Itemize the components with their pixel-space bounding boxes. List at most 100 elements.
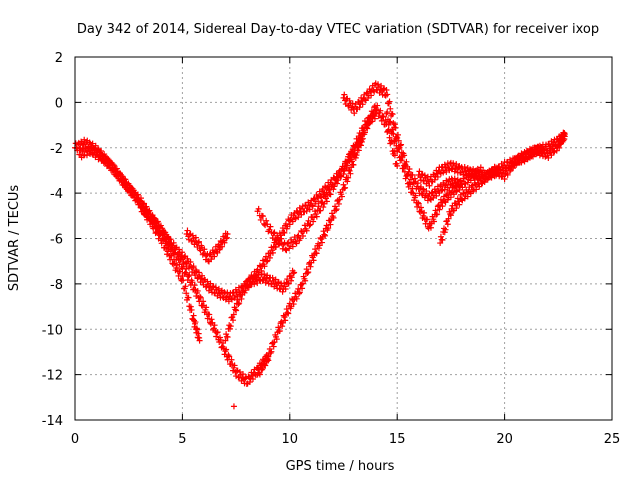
data-point-marker bbox=[307, 263, 314, 270]
data-point-marker bbox=[412, 192, 419, 199]
data-point-marker bbox=[470, 166, 477, 173]
data-point-marker bbox=[164, 233, 171, 240]
data-point-marker bbox=[266, 226, 273, 233]
data-point-marker bbox=[356, 104, 363, 111]
data-point-marker bbox=[347, 170, 354, 177]
data-point-marker bbox=[286, 221, 293, 228]
data-point-marker bbox=[211, 322, 218, 329]
data-point-marker bbox=[130, 187, 137, 194]
data-point-marker bbox=[92, 142, 99, 149]
data-point-marker bbox=[414, 203, 421, 210]
data-point-marker bbox=[224, 289, 231, 296]
data-point-marker bbox=[230, 317, 237, 324]
data-point-marker bbox=[246, 378, 253, 385]
data-point-marker bbox=[256, 371, 263, 378]
data-point-marker bbox=[317, 207, 324, 214]
data-point-marker bbox=[431, 176, 438, 183]
data-point-marker bbox=[165, 246, 172, 253]
data-point-marker bbox=[496, 169, 503, 176]
data-point-marker bbox=[125, 180, 132, 187]
data-point-marker bbox=[275, 234, 282, 241]
data-point-marker bbox=[291, 269, 298, 276]
data-point-marker bbox=[201, 246, 208, 253]
data-point-marker bbox=[398, 153, 405, 160]
data-point-marker bbox=[302, 277, 309, 284]
data-point-marker bbox=[516, 159, 523, 166]
y-tick-label: -2 bbox=[50, 142, 63, 157]
data-point-marker bbox=[312, 246, 319, 253]
data-point-marker bbox=[371, 115, 378, 122]
data-point-marker bbox=[296, 289, 303, 296]
data-point-marker bbox=[415, 200, 422, 207]
data-point-marker bbox=[296, 290, 303, 297]
data-point-marker bbox=[409, 171, 416, 178]
data-point-marker bbox=[217, 336, 224, 343]
data-point-marker bbox=[203, 304, 210, 311]
data-point-marker bbox=[322, 232, 329, 239]
data-point-marker bbox=[174, 262, 181, 269]
data-point-marker bbox=[270, 230, 277, 237]
data-point-marker bbox=[439, 203, 446, 210]
data-point-marker bbox=[176, 246, 183, 253]
data-point-marker bbox=[231, 362, 238, 369]
data-point-marker bbox=[453, 205, 460, 212]
data-point-marker bbox=[243, 282, 250, 289]
data-point-marker bbox=[431, 218, 438, 225]
data-point-marker bbox=[105, 156, 112, 163]
data-point-marker bbox=[389, 111, 396, 118]
data-point-marker bbox=[89, 150, 96, 157]
data-point-marker bbox=[285, 239, 292, 246]
data-point-marker bbox=[416, 168, 423, 175]
data-point-marker bbox=[523, 147, 530, 154]
data-point-marker bbox=[504, 171, 511, 178]
data-point-marker bbox=[310, 218, 317, 225]
data-point-marker bbox=[423, 188, 430, 195]
data-point-marker bbox=[427, 195, 434, 202]
data-point-marker bbox=[213, 333, 220, 340]
data-point-marker bbox=[341, 91, 348, 98]
data-point-marker bbox=[447, 210, 454, 217]
data-point-marker bbox=[309, 202, 316, 209]
data-point-marker bbox=[409, 185, 416, 192]
data-point-marker bbox=[268, 348, 275, 355]
data-point-marker bbox=[350, 150, 357, 157]
data-point-marker bbox=[306, 222, 313, 229]
data-point-marker bbox=[445, 215, 452, 222]
data-point-marker bbox=[374, 102, 381, 109]
data-point-marker bbox=[470, 187, 477, 194]
data-point-marker bbox=[361, 96, 368, 103]
data-point-marker bbox=[170, 256, 177, 263]
y-tick-label: -6 bbox=[50, 233, 63, 248]
data-point-marker bbox=[281, 229, 288, 236]
data-point-marker bbox=[391, 138, 398, 145]
data-point-marker bbox=[383, 86, 390, 93]
data-point-marker bbox=[401, 168, 408, 175]
x-axis-label: GPS time / hours bbox=[286, 459, 395, 474]
data-point-marker bbox=[285, 310, 292, 317]
data-point-marker bbox=[241, 289, 248, 296]
y-tick-label: -4 bbox=[50, 187, 63, 202]
plot-area-frame bbox=[74, 56, 613, 421]
series-satellite-track-1 bbox=[72, 136, 272, 387]
data-point-marker bbox=[261, 271, 268, 278]
data-point-marker bbox=[192, 272, 199, 279]
data-point-marker bbox=[411, 175, 418, 182]
data-point-marker bbox=[400, 165, 407, 172]
series-isolated-point bbox=[230, 403, 237, 410]
data-point-marker bbox=[459, 184, 466, 191]
data-point-marker bbox=[414, 180, 421, 187]
data-point-marker bbox=[256, 277, 263, 284]
data-point-marker bbox=[214, 249, 221, 256]
data-point-marker bbox=[83, 152, 90, 159]
data-point-marker bbox=[444, 221, 451, 228]
data-point-marker bbox=[414, 199, 421, 206]
data-point-marker bbox=[228, 356, 235, 363]
data-point-marker bbox=[477, 164, 484, 171]
data-point-marker bbox=[116, 170, 123, 177]
data-point-marker bbox=[279, 288, 286, 295]
data-point-marker bbox=[263, 217, 270, 224]
data-point-marker bbox=[377, 107, 384, 114]
data-point-marker bbox=[184, 227, 191, 234]
data-point-marker bbox=[513, 160, 520, 167]
data-point-marker bbox=[407, 181, 414, 188]
